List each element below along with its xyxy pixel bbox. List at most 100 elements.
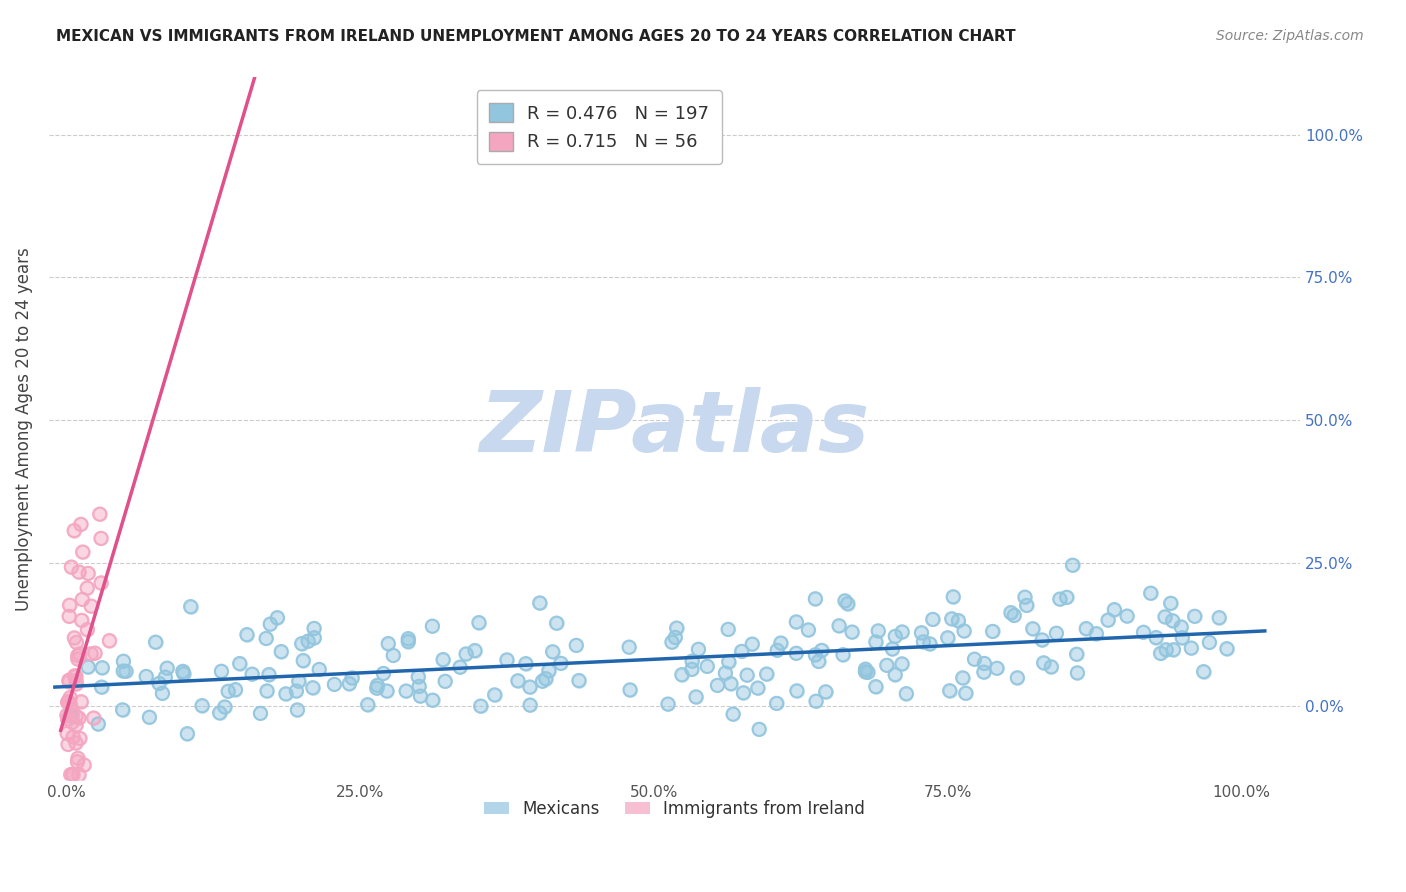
Point — [918, 637, 941, 651]
Point — [65, 673, 87, 688]
Point — [769, 636, 792, 650]
Point — [896, 687, 918, 701]
Point — [921, 612, 943, 626]
Point — [1007, 671, 1029, 685]
Point — [468, 615, 491, 630]
Point — [568, 673, 591, 688]
Point — [973, 657, 995, 671]
Point — [1144, 631, 1167, 645]
Point — [936, 631, 959, 645]
Point — [941, 612, 963, 626]
Point — [65, 677, 87, 691]
Point — [138, 710, 160, 724]
Point — [62, 767, 84, 781]
Point — [180, 599, 202, 614]
Point — [67, 711, 90, 725]
Point — [963, 652, 986, 666]
Point — [671, 667, 693, 681]
Point — [730, 644, 752, 658]
Point — [657, 697, 679, 711]
Point — [496, 653, 519, 667]
Point — [720, 676, 742, 690]
Point — [941, 612, 963, 626]
Point — [90, 575, 112, 590]
Point — [696, 659, 718, 673]
Point — [382, 648, 405, 663]
Point — [1000, 606, 1022, 620]
Point — [112, 664, 135, 678]
Point — [209, 665, 232, 679]
Point — [58, 674, 80, 689]
Point — [541, 645, 564, 659]
Point — [76, 581, 98, 595]
Point — [58, 673, 80, 688]
Point — [938, 683, 960, 698]
Point — [1104, 602, 1126, 616]
Point — [302, 622, 325, 636]
Text: MEXICAN VS IMMIGRANTS FROM IRELAND UNEMPLOYMENT AMONG AGES 20 TO 24 YEARS CORREL: MEXICAN VS IMMIGRANTS FROM IRELAND UNEMP… — [56, 29, 1017, 45]
Point — [546, 616, 568, 631]
Point — [155, 670, 177, 684]
Point — [173, 666, 195, 681]
Point — [72, 592, 94, 607]
Point — [60, 560, 83, 574]
Point — [72, 592, 94, 607]
Point — [274, 687, 297, 701]
Point — [741, 637, 763, 651]
Point — [60, 560, 83, 574]
Point — [274, 687, 297, 701]
Point — [714, 666, 737, 681]
Point — [87, 717, 110, 731]
Point — [67, 565, 90, 579]
Point — [115, 665, 138, 679]
Point — [766, 643, 789, 657]
Point — [1184, 609, 1206, 624]
Point — [565, 639, 588, 653]
Point — [685, 690, 707, 704]
Point — [56, 726, 79, 740]
Point — [785, 615, 807, 629]
Point — [323, 677, 346, 691]
Point — [1216, 641, 1239, 656]
Point — [62, 767, 84, 781]
Point — [308, 663, 330, 677]
Point — [145, 635, 167, 649]
Point — [58, 609, 80, 624]
Point — [470, 699, 492, 714]
Point — [111, 703, 134, 717]
Point — [65, 669, 87, 683]
Point — [337, 676, 360, 690]
Point — [60, 702, 83, 716]
Point — [865, 680, 887, 694]
Point — [868, 624, 890, 638]
Point — [89, 507, 111, 521]
Point — [786, 683, 808, 698]
Point — [152, 686, 174, 700]
Point — [747, 681, 769, 695]
Point — [90, 532, 112, 546]
Point — [135, 669, 157, 683]
Point — [366, 681, 388, 695]
Point — [422, 693, 444, 707]
Point — [432, 652, 454, 666]
Point — [868, 624, 890, 638]
Point — [797, 623, 820, 637]
Point — [748, 723, 770, 737]
Point — [172, 665, 194, 679]
Point — [77, 660, 100, 674]
Point — [1216, 641, 1239, 656]
Point — [224, 682, 246, 697]
Point — [395, 684, 418, 698]
Point — [973, 657, 995, 671]
Point — [236, 627, 259, 641]
Point — [1032, 656, 1054, 670]
Point — [70, 613, 93, 627]
Point — [755, 667, 778, 681]
Point — [65, 635, 87, 649]
Point — [1208, 610, 1230, 624]
Point — [214, 700, 236, 714]
Point — [1161, 614, 1184, 628]
Point — [918, 637, 941, 651]
Point — [112, 664, 135, 678]
Point — [66, 652, 89, 666]
